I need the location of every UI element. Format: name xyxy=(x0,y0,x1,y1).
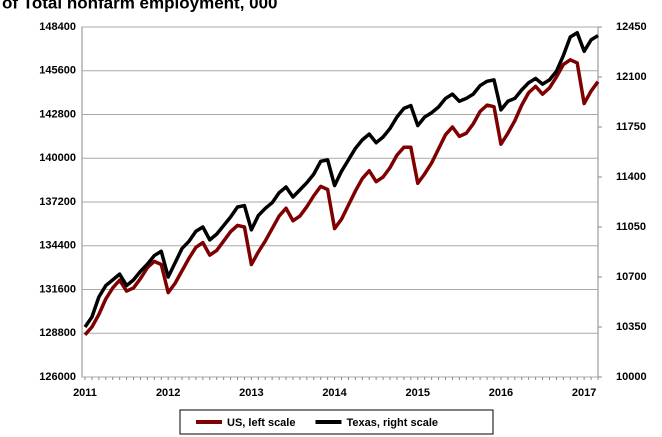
x-tick-label: 2015 xyxy=(406,387,430,399)
y-tick-label: 126000 xyxy=(39,371,76,383)
y-tick-label: 142800 xyxy=(39,108,76,120)
y-tick-label: 140000 xyxy=(39,152,76,164)
y2-tick-label: 11750 xyxy=(616,121,646,133)
x-tick-label: 2017 xyxy=(572,387,596,399)
chart-title: of Total nonfarm employment, 000 xyxy=(2,0,278,12)
y-tick-label: 145600 xyxy=(39,65,76,77)
legend-label: Texas, right scale xyxy=(346,417,438,429)
legend-box xyxy=(179,409,494,435)
y2-tick-label: 10000 xyxy=(616,371,647,383)
legend-label: US, left scale xyxy=(227,417,295,429)
x-tick-label: 2011 xyxy=(73,387,97,399)
y-tick-label: 134400 xyxy=(39,240,76,252)
y2-tick-label: 11400 xyxy=(616,171,646,183)
y-tick-label: 128800 xyxy=(39,327,76,339)
y2-tick-label: 10700 xyxy=(616,271,647,283)
y2-tick-label: 12450 xyxy=(616,21,647,33)
series-line xyxy=(83,58,600,336)
x-tick-label: 2014 xyxy=(322,387,347,399)
series-line xyxy=(83,30,599,328)
x-tick-label: 2013 xyxy=(239,387,263,399)
y2-tick-label: 12100 xyxy=(616,71,647,83)
y2-tick-label: 11050 xyxy=(616,221,646,233)
x-tick-label: 2016 xyxy=(489,387,513,399)
y-tick-label: 148400 xyxy=(39,21,76,33)
y2-tick-label: 10350 xyxy=(616,321,647,333)
y-tick-label: 137200 xyxy=(39,196,76,208)
y-tick-label: 131600 xyxy=(39,283,76,295)
x-tick-label: 2012 xyxy=(156,387,180,399)
